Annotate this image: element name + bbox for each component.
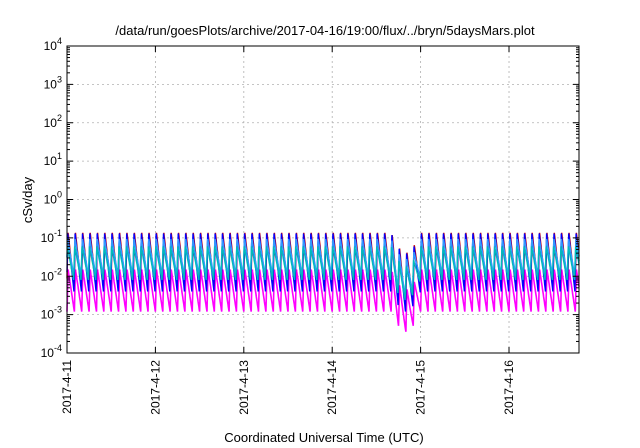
ticks: 10-4 10-3 10-2 10-1 100 101 102 103 104 2017-4-11… (41, 36, 579, 415)
y-tick-label: 10-3 (41, 305, 62, 322)
x-tick-label: 2017-4-11 (60, 360, 74, 414)
y-tick-label: 102 (44, 113, 62, 130)
series-lines (66, 232, 580, 332)
chart-title: /data/run/goesPlots/archive/2017-04-16/1… (115, 23, 535, 38)
series-line (66, 269, 580, 332)
y-tick-label: 101 (44, 151, 62, 168)
x-tick-label: 2017-4-13 (237, 360, 251, 415)
y-tick-label: 103 (44, 74, 62, 91)
x-tick-label: 2017-4-14 (325, 360, 339, 415)
y-tick-label: 10-1 (41, 228, 62, 245)
y-tick-label: 10-4 (41, 343, 62, 360)
x-tick-label: 2017-4-12 (148, 360, 162, 415)
x-axis-label: Coordinated Universal Time (UTC) (224, 430, 423, 445)
y-axis-label: cSv/day (20, 176, 35, 223)
y-tick-label: 100 (44, 190, 62, 207)
y-tick-label: 10-2 (41, 266, 62, 283)
y-tick-label: 104 (44, 36, 62, 53)
series-line (66, 246, 580, 301)
x-tick-label: 2017-4-16 (502, 360, 516, 415)
x-tick-label: 2017-4-15 (414, 360, 428, 415)
